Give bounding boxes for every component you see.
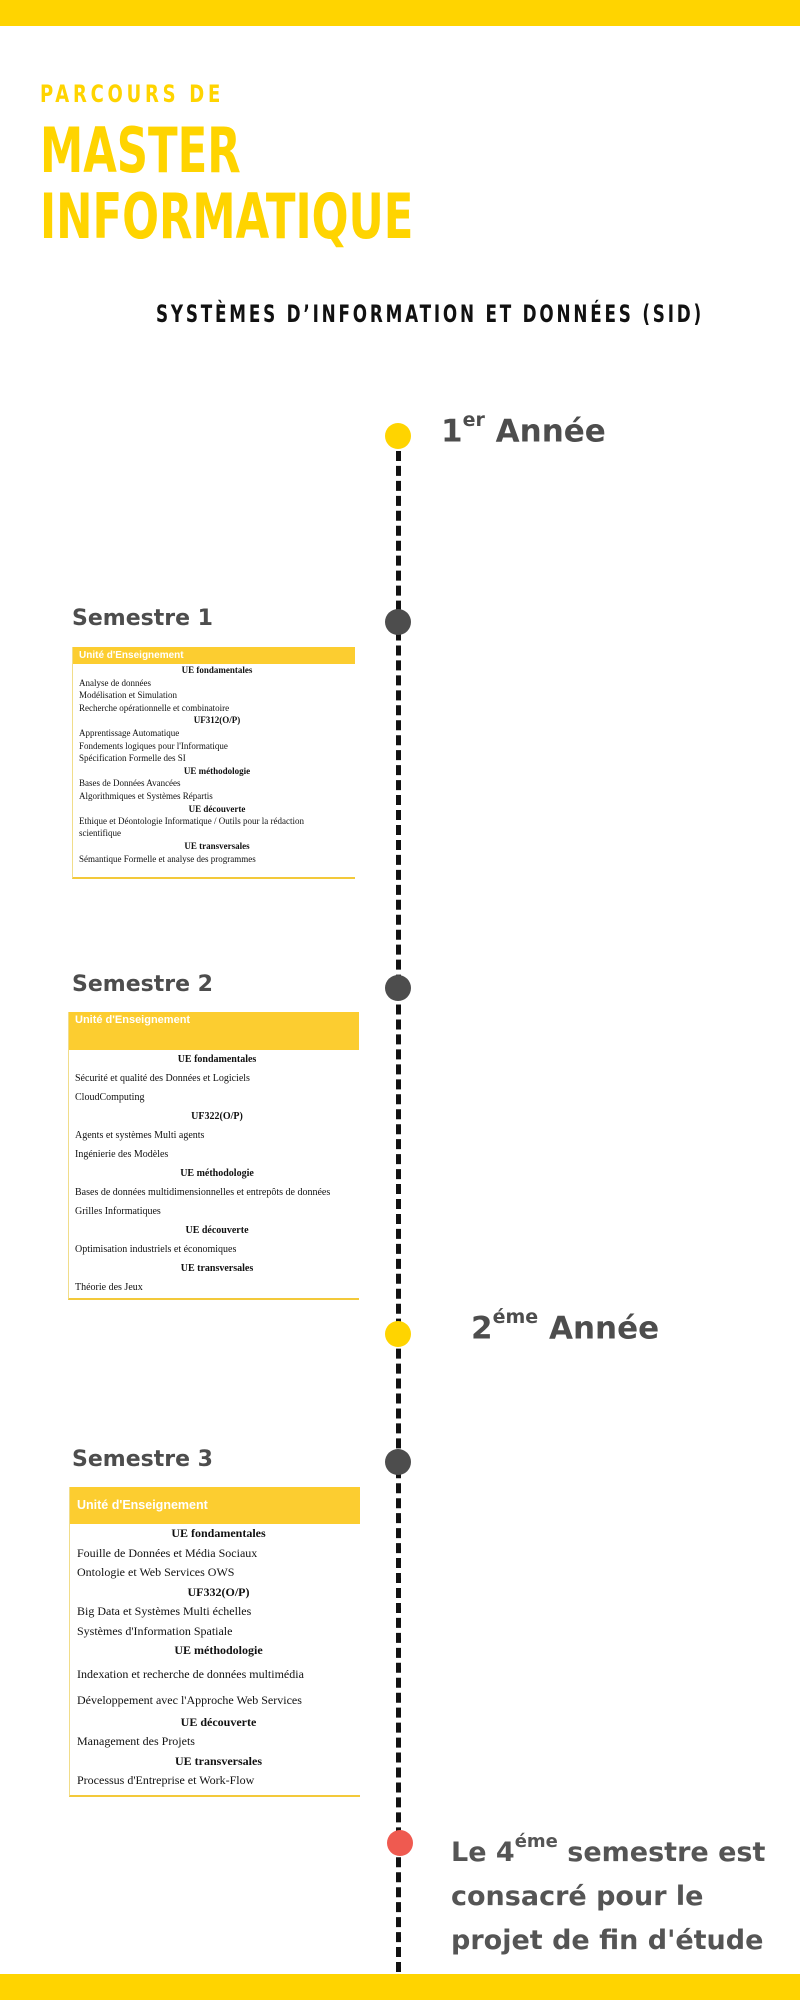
year1-heading: 1er Année — [441, 409, 606, 450]
final-prefix: Le 4 — [451, 1837, 515, 1868]
page-title: MASTER INFORMATIQUE — [40, 118, 413, 250]
ue-category-row: UE découverte — [188, 803, 246, 814]
ue-category-row: UE transversales — [175, 1753, 262, 1768]
ue-course-row: Bases de Données Avancées — [79, 778, 181, 789]
track-subtitle: SYSTÈMES D’INFORMATION ET DONNÉES (SID) — [156, 300, 704, 328]
title-line-master: MASTER — [40, 114, 241, 187]
year2-sup: éme — [492, 1306, 539, 1328]
ue-table-header: Unité d'Enseignement — [73, 647, 355, 664]
ue-course-row: Systèmes d'Information Spatiale — [77, 1623, 233, 1638]
year2-heading: 2éme Année — [471, 1306, 660, 1347]
ue-category-row: UF312(O/P) — [193, 715, 241, 726]
semester2-ue-table: Unité d'Enseignement UE fondamentales Séc… — [68, 1012, 359, 1300]
ue-category-row: UE fondamentales — [177, 1054, 257, 1065]
ue-category-row: UE méthodologie — [183, 765, 251, 776]
ue-category-row: UE découverte — [185, 1225, 249, 1236]
ue-table-header: Unité d'Enseignement — [69, 1012, 359, 1050]
ue-course-row: Théorie des Jeux — [75, 1282, 143, 1293]
year1-sup: er — [462, 409, 485, 431]
ue-category-row: UE méthodologie — [174, 1643, 263, 1657]
ue-category-row: UE transversales — [180, 1263, 254, 1274]
ue-course-row: Sémantique Formelle et analyse des progr… — [79, 853, 256, 864]
semester3-ue-table: Unité d'Enseignement UE fondamentales Fou… — [69, 1487, 360, 1797]
ue-course-row: Indexation et recherche de données multi… — [77, 1666, 304, 1681]
final-semester-dot — [387, 1830, 413, 1856]
semester3-title: Semestre 3 — [72, 1447, 213, 1472]
ue-category-row: UE transversales — [184, 841, 250, 852]
ue-course-row: Analyse de données — [79, 677, 151, 688]
ue-course-row: Fondements logiques pour l'Informatique — [79, 740, 228, 751]
ue-table-rows: UE fondamentales Fouille de Données et Mé… — [70, 1524, 360, 1791]
ue-course-row: Management des Projets — [77, 1734, 195, 1748]
final-rest: semestre est consacré pour le projet de … — [451, 1837, 766, 1956]
ue-course-row: Sécurité et qualité des Données et Logic… — [75, 1073, 250, 1084]
ue-category-row: UF322(O/P) — [191, 1111, 243, 1122]
ue-category-row: UE méthodologie — [180, 1168, 254, 1179]
ue-course-row: Ethique et Déontologie Informatique / Ou… — [79, 816, 304, 839]
ue-category-row: UE fondamentales — [181, 665, 253, 675]
ue-course-row: Recherche opérationnelle et combinatoire — [79, 702, 230, 713]
ue-category-row: UE découverte — [180, 1714, 257, 1729]
final-semester-note: Le 4éme semestre est consacré pour le pr… — [451, 1824, 791, 1963]
ue-course-row: Apprentissage Automatique — [79, 727, 180, 738]
ue-course-row: Optimisation industriels et économiques — [75, 1244, 237, 1255]
ue-course-row: Agents et systèmes Multi agents — [75, 1130, 205, 1141]
ue-table-header: Unité d'Enseignement — [70, 1487, 360, 1524]
semester1-dot — [385, 609, 411, 635]
semester2-title: Semestre 2 — [72, 972, 213, 997]
ue-course-row: Développement avec l'Approche Web Servic… — [77, 1692, 302, 1707]
timeline-line — [396, 436, 401, 1972]
ue-course-row: Ingénierie des Modèles — [75, 1149, 169, 1160]
ue-course-row: Big Data et Systèmes Multi échelles — [77, 1604, 252, 1618]
final-sup: éme — [514, 1831, 558, 1852]
semester1-title: Semestre 1 — [72, 606, 213, 631]
semester3-dot — [385, 1449, 411, 1475]
ue-course-row: Processus d'Entreprise et Work-Flow — [77, 1773, 255, 1787]
ue-course-row: Modélisation et Simulation — [79, 690, 177, 701]
ue-course-row: CloudComputing — [75, 1092, 145, 1103]
year1-number: 1 — [441, 413, 463, 450]
ue-course-row: Spécification Formelle des SI — [79, 753, 186, 764]
title-line-informatique: INFORMATIQUE — [40, 180, 414, 253]
ue-category-row: UF332(O/P) — [187, 1584, 250, 1599]
year2-label: Année — [548, 1310, 660, 1347]
ue-table-rows: UE fondamentales Sécurité et qualité des … — [69, 1050, 359, 1297]
semester2-dot — [385, 975, 411, 1001]
ue-table-rows: UE fondamentales Analyse de données Modéli… — [73, 664, 355, 865]
year2-dot — [385, 1321, 411, 1347]
year1-dot — [385, 423, 411, 449]
ue-course-row: Fouille de Données et Média Sociaux — [77, 1545, 258, 1560]
year2-number: 2 — [471, 1310, 493, 1347]
ue-course-row: Grilles Informatiques — [75, 1206, 161, 1217]
year1-label: Année — [495, 413, 606, 450]
semester1-ue-table: Unité d'Enseignement UE fondamentales Ana… — [72, 647, 355, 879]
ue-course-row: Algorithmiques et Systèmes Répartis — [79, 790, 213, 801]
top-yellow-bar — [0, 0, 800, 26]
bottom-yellow-bar — [0, 1974, 800, 2000]
ue-category-row: UE fondamentales — [171, 1526, 266, 1540]
ue-course-row: Bases de données multidimensionnelles et… — [75, 1187, 331, 1198]
ue-course-row: Ontologie et Web Services OWS — [77, 1565, 235, 1579]
header-kicker: PARCOURS DE — [40, 80, 225, 108]
